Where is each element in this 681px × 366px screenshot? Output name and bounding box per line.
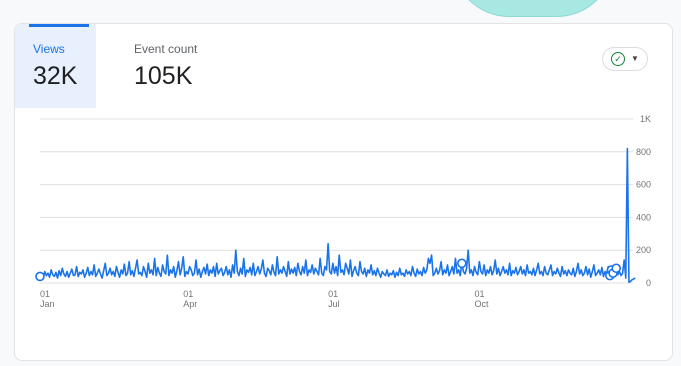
x-tick-month: Jul: [328, 299, 340, 309]
active-tab-indicator: [29, 24, 89, 27]
compare-dropdown-button[interactable]: ✓ ▼: [602, 47, 648, 71]
x-tick-month: Jan: [40, 299, 55, 309]
x-tick-day: 01: [328, 289, 338, 299]
y-tick-label: 600: [636, 180, 651, 190]
metric-label: Event count: [134, 42, 198, 56]
gridlines: [40, 118, 633, 284]
y-axis-ticks: 1K 800 600 400 200 0: [636, 114, 651, 288]
x-tick-month: Oct: [475, 299, 490, 309]
x-tick-day: 01: [475, 289, 485, 299]
metric-tab-views[interactable]: Views 32K: [15, 24, 96, 108]
series-markers: [35, 258, 622, 282]
y-tick-label: 400: [636, 212, 651, 222]
y-tick-label: 800: [636, 147, 651, 157]
chevron-down-icon: ▼: [631, 54, 639, 63]
x-tick-day: 01: [40, 289, 50, 299]
chart-card: Views 32K Event count 105K ✓ ▼ 1K 800 600 4…: [14, 23, 673, 361]
metric-value: 105K: [134, 62, 193, 90]
metric-label: Views: [33, 42, 65, 56]
data-point-marker[interactable]: [611, 263, 622, 274]
x-tick-day: 01: [183, 289, 193, 299]
y-tick-label: 0: [646, 278, 651, 288]
metric-tab-event-count[interactable]: Event count 105K: [116, 24, 276, 108]
data-point-marker[interactable]: [35, 271, 45, 282]
x-tick-month: Apr: [183, 299, 197, 309]
y-tick-label: 200: [636, 245, 651, 255]
y-tick-label: 1K: [640, 114, 651, 124]
decorative-blob: [452, 0, 614, 17]
data-point-marker[interactable]: [457, 258, 467, 269]
metric-value: 32K: [33, 62, 78, 90]
views-series-line: [39, 147, 636, 283]
check-circle-icon: ✓: [611, 52, 626, 66]
